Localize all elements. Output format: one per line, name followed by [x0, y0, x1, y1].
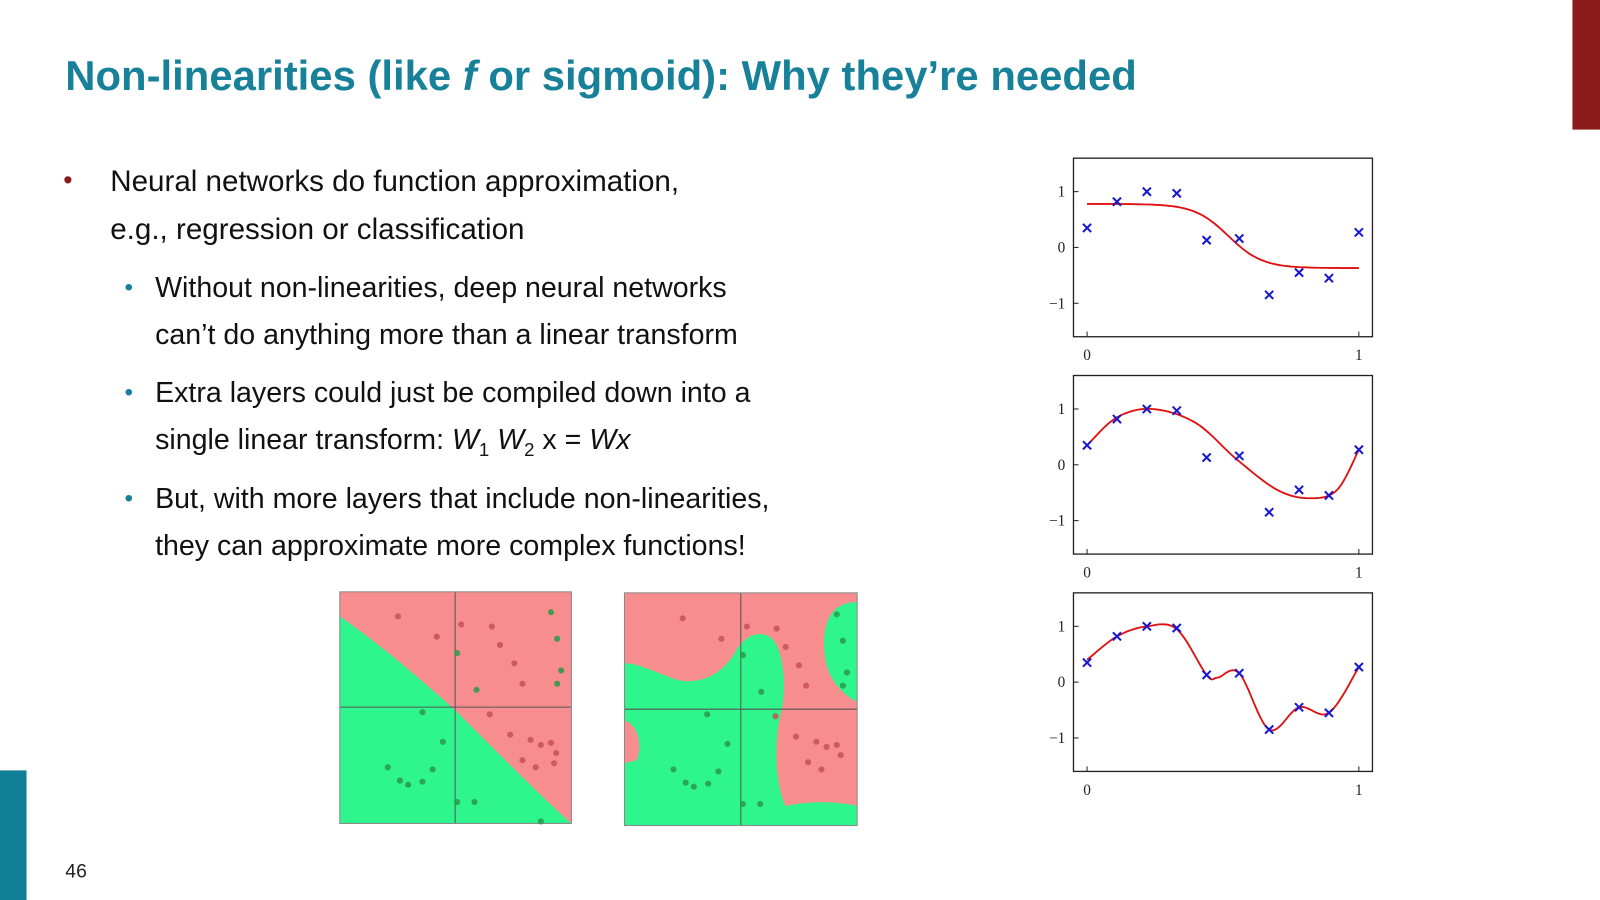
text-run: But, with more layers that include non-l…	[155, 483, 769, 515]
x-tick-label: 0	[1083, 565, 1091, 582]
sub-bullet-text: single linear transform: W1 W2 x = Wx	[155, 424, 632, 460]
x-tick-label: 0	[1083, 347, 1091, 364]
sub-bullet-text: they can approximate more complex functi…	[155, 530, 746, 562]
y-tick-label: 0	[1058, 457, 1066, 474]
text-run	[489, 424, 497, 456]
data-point	[1294, 485, 1304, 495]
y-tick-label: 0	[1058, 674, 1066, 691]
text-run: W	[497, 424, 527, 456]
text-run: Non-linearities (like	[65, 52, 462, 99]
bullet-marker: •	[63, 165, 72, 195]
plot-frame	[1072, 592, 1374, 773]
text-run: 1	[479, 439, 489, 460]
fit-curve	[1087, 203, 1359, 269]
y-tick-label: 1	[1058, 401, 1066, 418]
data-point	[1354, 662, 1364, 672]
text-run: single linear transform:	[155, 424, 452, 456]
data-point	[1171, 623, 1182, 633]
data-point	[1201, 670, 1212, 680]
page-number: 46	[65, 861, 87, 883]
x-tick-label: 1	[1355, 565, 1363, 582]
plot-frame	[1072, 157, 1374, 338]
data-point	[1142, 404, 1152, 414]
data-point	[1112, 631, 1122, 642]
text-run: they can approximate more complex functi…	[155, 530, 746, 562]
data-point	[1324, 708, 1334, 718]
plot-frame	[1072, 374, 1374, 555]
data-point	[1324, 490, 1334, 501]
regression-plot: −1 0 1 0 1	[1049, 157, 1374, 364]
x-tick-label: 1	[1355, 782, 1363, 799]
data-point	[1142, 621, 1152, 632]
bullet-marker: •	[124, 485, 133, 512]
x-tick-label: 0	[1083, 782, 1091, 799]
text-run: W	[452, 424, 482, 456]
data-point	[1354, 227, 1364, 238]
data-point	[1171, 405, 1182, 416]
bullet-text: e.g., regression or classification	[110, 213, 524, 246]
accent-bar	[1572, 0, 1600, 130]
accent-bar	[0, 770, 27, 900]
y-tick-label: 0	[1058, 240, 1066, 257]
y-tick-label: −1	[1049, 295, 1065, 312]
text-run: f	[463, 52, 481, 99]
x-tick-label: 1	[1355, 347, 1363, 364]
y-tick-label: 1	[1058, 618, 1066, 635]
data-point	[1234, 233, 1245, 244]
y-tick-label: −1	[1049, 513, 1065, 530]
bullet-text: Neural networks do function approximatio…	[110, 165, 679, 198]
data-point	[1264, 724, 1274, 735]
data-point	[1234, 451, 1245, 461]
classification-plot	[623, 592, 858, 827]
sub-bullet-text: But, with more layers that include non-l…	[155, 483, 769, 515]
data-point	[1294, 267, 1304, 278]
text-run: Extra layers could just be compiled down…	[155, 377, 750, 409]
data-point	[1234, 668, 1245, 679]
text-run: e.g., regression or classification	[110, 213, 524, 246]
sub-bullet-text: Without non-linearities, deep neural net…	[155, 272, 727, 304]
data-point	[1294, 702, 1304, 713]
text-run: Neural networks do function approximatio…	[110, 165, 679, 198]
text-run: x =	[534, 424, 589, 456]
data-point	[1201, 452, 1212, 463]
slide-title: Non-linearities (like f or sigmoid): Why…	[65, 52, 1136, 99]
text-run: Without non-linearities, deep neural net…	[155, 272, 727, 304]
regression-plot: −1 0 1 0 1	[1049, 592, 1374, 799]
bullet-marker: •	[124, 274, 133, 301]
data-point	[1112, 414, 1122, 424]
y-tick-label: 1	[1058, 184, 1066, 201]
text-run: or sigmoid): Why they’re needed	[477, 52, 1137, 99]
data-point	[1142, 186, 1152, 197]
bullet-marker: •	[124, 379, 133, 406]
text-run: 2	[524, 439, 534, 460]
regression-plot: −1 0 1 0 1	[1049, 374, 1374, 582]
text-run: Wx	[589, 424, 632, 456]
data-point	[1082, 440, 1092, 451]
sub-bullet-text: can’t do anything more than a linear tra…	[155, 319, 738, 351]
data-point	[1264, 507, 1274, 518]
classification-plot	[339, 591, 572, 825]
sub-bullet-text: Extra layers could just be compiled down…	[155, 377, 750, 409]
data-point	[1201, 235, 1212, 245]
fit-curve	[1086, 623, 1360, 732]
data-point	[1082, 657, 1092, 668]
data-point	[1354, 444, 1364, 455]
data-point	[1324, 273, 1334, 283]
data-point	[1264, 290, 1274, 300]
data-point	[1112, 196, 1122, 207]
fit-curve	[1086, 407, 1360, 500]
data-point	[1082, 223, 1092, 233]
y-tick-label: −1	[1049, 730, 1065, 747]
text-run: can’t do anything more than a linear tra…	[155, 319, 738, 351]
data-point	[1171, 188, 1182, 199]
